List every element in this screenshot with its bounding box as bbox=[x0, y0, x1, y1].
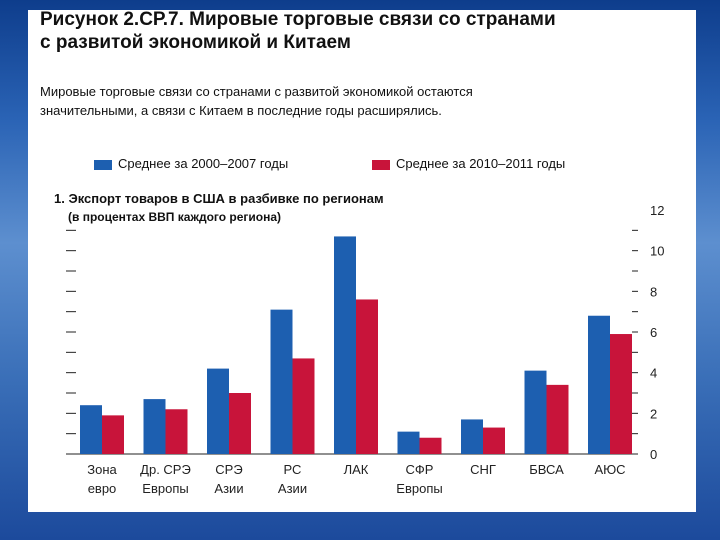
bar-series1 bbox=[207, 368, 229, 454]
legend-item-series1: Среднее за 2000–2007 годы bbox=[94, 156, 288, 171]
bar-series1 bbox=[80, 405, 102, 454]
x-category-label: БВСА bbox=[529, 462, 564, 477]
bar-series2 bbox=[610, 334, 632, 454]
x-category-label: АЮС bbox=[594, 462, 625, 477]
bar-series2 bbox=[229, 393, 251, 454]
x-category-label: СНГ bbox=[470, 462, 496, 477]
x-category-label: РС bbox=[284, 462, 302, 477]
y-tick-label: 0 bbox=[650, 447, 657, 462]
bar-series1 bbox=[397, 431, 420, 454]
y-tick-label: 12 bbox=[650, 203, 664, 218]
bar-series1 bbox=[524, 370, 547, 454]
bar-series1 bbox=[270, 309, 293, 454]
y-tick-label: 2 bbox=[650, 406, 657, 421]
x-category-label: Европы bbox=[396, 481, 442, 496]
y-tick-label: 10 bbox=[650, 244, 664, 259]
bar-series1 bbox=[143, 399, 166, 454]
bar-series2 bbox=[546, 384, 569, 454]
x-category-label: Азии bbox=[278, 481, 307, 496]
bar-series2 bbox=[292, 358, 315, 454]
x-category-label: евро bbox=[88, 481, 117, 496]
legend-label-series2: Среднее за 2010–2011 годы bbox=[396, 156, 566, 171]
y-tick-label: 6 bbox=[650, 325, 657, 340]
y-tick-label: 8 bbox=[650, 284, 657, 299]
figure-subtitle-line1: Мировые торговые связи со странами с раз… bbox=[40, 84, 473, 99]
x-category-label: Европы bbox=[142, 481, 188, 496]
legend-label-series1: Среднее за 2000–2007 годы bbox=[118, 156, 289, 171]
bar-series2 bbox=[356, 299, 378, 454]
figure-title-line2: с развитой экономикой и Китаем bbox=[40, 32, 351, 53]
x-category-label: Др. СРЭ bbox=[140, 462, 191, 477]
legend-swatch-series2 bbox=[372, 159, 390, 170]
bar-series2 bbox=[483, 427, 505, 454]
y-tick-label: 4 bbox=[650, 366, 657, 381]
x-category-label: Зона bbox=[87, 462, 117, 477]
bar-series1 bbox=[588, 315, 610, 454]
legend-item-series2: Среднее за 2010–2011 годы bbox=[372, 156, 565, 171]
chart-title: 1. Экспорт товаров в США в разбивке по р… bbox=[54, 191, 384, 206]
bar-series1 bbox=[461, 419, 483, 454]
legend-swatch-series1 bbox=[94, 159, 112, 170]
x-category-label: СРЭ bbox=[215, 462, 242, 477]
chart-subtitle: (в процентах ВВП каждого региона) bbox=[68, 210, 282, 224]
figure-subtitle-line2: значительными, а связи с Китаем в послед… bbox=[40, 103, 442, 118]
x-category-label: СФР bbox=[406, 462, 434, 477]
figure-subtitle: Мировые торговые связи со странами с раз… bbox=[40, 82, 650, 120]
x-category-label: Азии bbox=[214, 481, 243, 496]
bar-series2 bbox=[419, 437, 442, 454]
bar-series1 bbox=[334, 236, 356, 454]
bar-series2 bbox=[165, 409, 188, 454]
figure-title-line1: Рисунок 2.СР.7. Мировые торговые связи с… bbox=[40, 9, 556, 30]
x-category-label: ЛАК bbox=[344, 462, 369, 477]
bar-series2 bbox=[102, 415, 124, 454]
figure-title: Рисунок 2.СР.7. Мировые торговые связи с… bbox=[40, 8, 640, 54]
